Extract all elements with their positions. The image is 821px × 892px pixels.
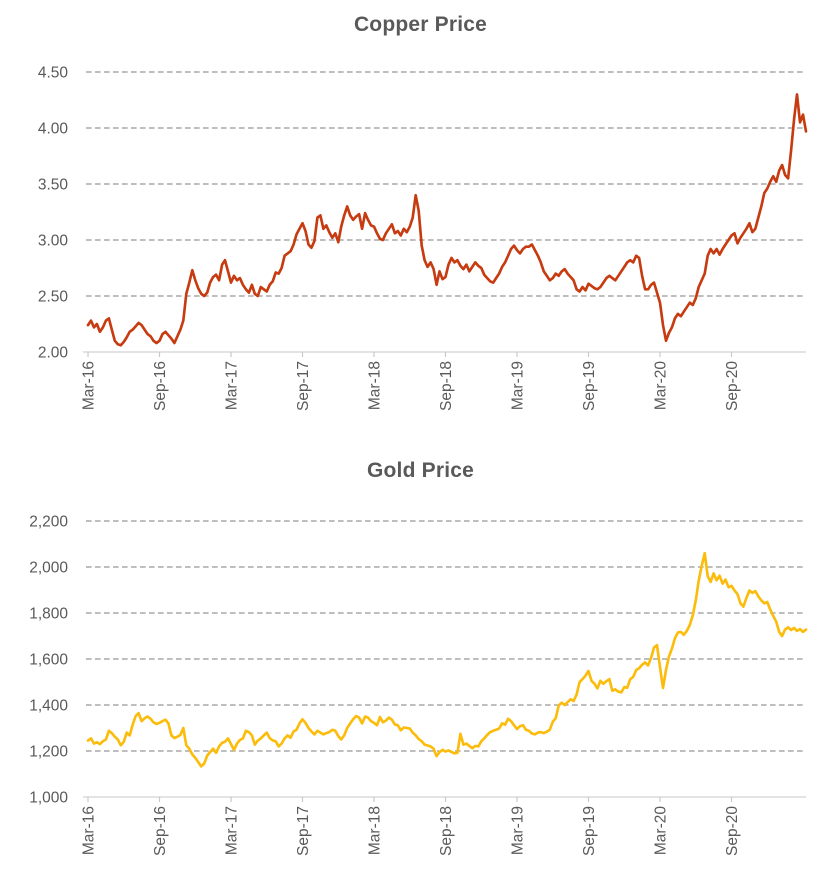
y-axis-tick-label: 2.50 xyxy=(38,289,69,306)
x-axis-tick-label: Sep-18 xyxy=(438,361,455,411)
copper-price-line xyxy=(86,93,808,347)
y-axis-tick-label: 1,600 xyxy=(29,652,68,669)
gold-price-line xyxy=(86,551,808,768)
y-axis-tick-label: 1,000 xyxy=(29,790,68,807)
x-axis-tick-label: Sep-17 xyxy=(295,361,312,411)
y-axis-tick-label: 4.50 xyxy=(38,65,69,82)
y-axis-tick-label: 1,200 xyxy=(29,744,68,761)
y-axis-tick-label: 2.00 xyxy=(38,345,69,362)
y-axis-tick-label: 4.00 xyxy=(38,121,69,138)
x-axis-tick-label: Mar-20 xyxy=(653,806,670,855)
x-axis-tick-label: Sep-19 xyxy=(581,806,598,856)
copper-price-chart: Copper Price 4.50 4.00 3.50 3.00 2.50 2.00 Mar… xyxy=(38,13,808,411)
x-axis-tick-label: Sep-17 xyxy=(295,806,312,856)
x-axis-tick-label: Mar-16 xyxy=(81,806,98,855)
x-axis-tick-label: Mar-19 xyxy=(510,806,527,855)
y-axis-tick-label: 2,000 xyxy=(29,560,68,577)
y-axis-tick-label: 2,200 xyxy=(29,514,68,531)
gold-price-chart: Gold Price 2,200 2,000 1,800 1,600 1,400 1,20… xyxy=(0,446,821,892)
x-axis-tick-label: Sep-18 xyxy=(438,806,455,856)
y-axis-tick-label: 1,400 xyxy=(29,698,68,715)
x-axis-tick-label: Mar-20 xyxy=(653,361,670,410)
y-axis-tick-label: 3.00 xyxy=(38,233,69,250)
x-axis-tick-label: Mar-17 xyxy=(224,806,241,855)
y-axis-tick-label: 3.50 xyxy=(38,177,69,194)
x-axis-tick-label: Sep-20 xyxy=(724,361,741,411)
x-axis-tick-label: Sep-20 xyxy=(724,806,741,856)
x-axis-tick-label: Sep-19 xyxy=(581,361,598,411)
x-axis-tick-label: Mar-19 xyxy=(510,361,527,410)
x-axis-tick-label: Mar-18 xyxy=(367,806,384,855)
x-axis-tick-label: Mar-17 xyxy=(224,361,241,410)
copper-chart-plot: 4.50 4.00 3.50 3.00 2.50 2.00 Mar-16 Sep-16 Mar-… xyxy=(38,65,808,411)
copper-chart-title: Copper Price xyxy=(353,13,488,36)
x-axis-tick-label: Mar-16 xyxy=(81,361,98,410)
x-axis-tick-label: Mar-18 xyxy=(367,361,384,410)
gold-chart-title: Gold Price xyxy=(366,459,475,482)
y-axis-tick-label: 1,800 xyxy=(29,606,68,623)
x-axis-tick-label: Sep-16 xyxy=(152,806,169,856)
x-axis-tick-label: Sep-16 xyxy=(152,361,169,411)
gold-chart-plot: 2,200 2,000 1,800 1,600 1,400 1,200 1,000 Mar-1… xyxy=(29,514,808,856)
